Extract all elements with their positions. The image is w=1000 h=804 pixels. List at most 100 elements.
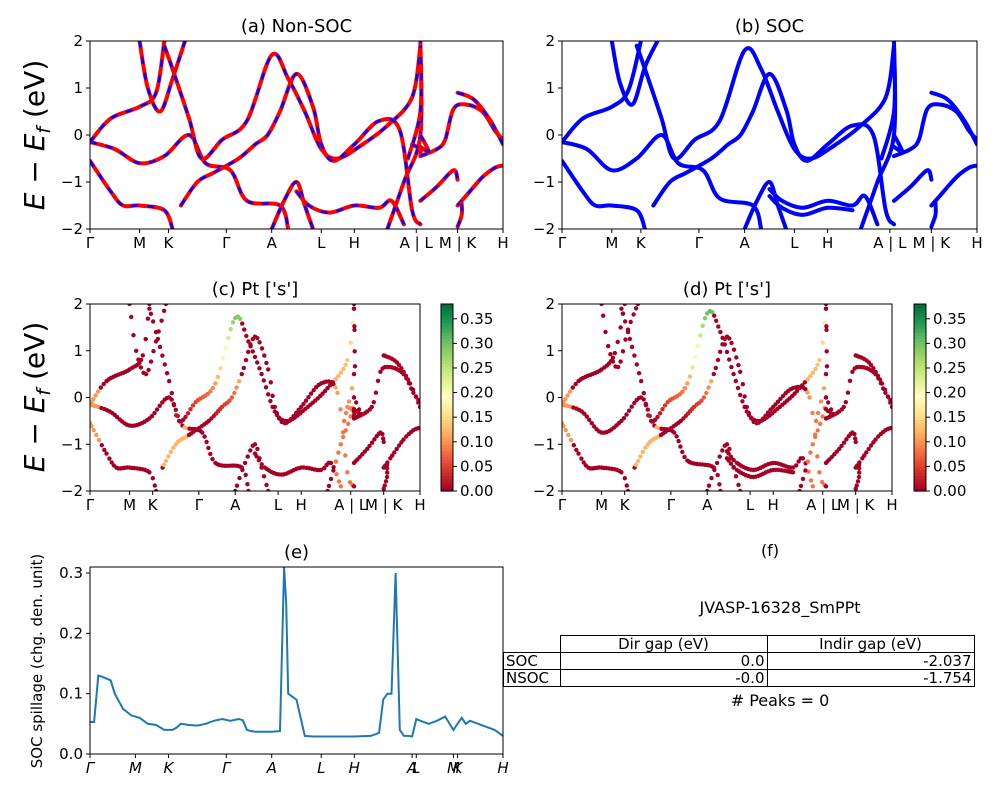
band-point xyxy=(154,407,160,412)
band-point xyxy=(822,320,827,326)
colorbar-segment xyxy=(441,462,453,467)
band-point xyxy=(153,488,159,491)
band-point xyxy=(410,387,416,392)
x-tick-label: Γ xyxy=(222,234,231,252)
band-point xyxy=(143,371,149,377)
colorbar-segment xyxy=(914,353,926,358)
band-point xyxy=(582,411,587,416)
band-point xyxy=(215,374,221,380)
band-point xyxy=(131,333,136,338)
band-point xyxy=(627,336,633,342)
colorbar-segment xyxy=(441,366,453,371)
band-point xyxy=(200,430,205,435)
band-point xyxy=(325,385,330,391)
band-point xyxy=(631,312,636,317)
band-point xyxy=(396,362,402,368)
band-point xyxy=(728,454,734,459)
band-point xyxy=(608,352,613,357)
band-point xyxy=(633,306,639,311)
band-point xyxy=(562,423,566,429)
band-point xyxy=(202,434,207,439)
band-point xyxy=(708,379,714,384)
colorbar-segment xyxy=(441,375,453,380)
y-tick-label: 2 xyxy=(73,32,83,50)
colorbar-segment xyxy=(441,350,453,355)
x-tick-label: K xyxy=(164,759,175,777)
band-line-soc xyxy=(609,41,660,107)
band-point xyxy=(731,371,736,377)
band-line-soc-dashed xyxy=(411,143,423,154)
colorbar-segment xyxy=(441,481,453,486)
band-point xyxy=(151,349,156,354)
band-point xyxy=(322,466,327,471)
band-point xyxy=(136,357,141,362)
band-line-soc-dashed xyxy=(406,45,423,159)
band-point xyxy=(372,437,377,442)
colorbar-segment xyxy=(914,344,926,349)
band-point xyxy=(636,371,642,376)
table-cell: -0.0 xyxy=(559,669,768,687)
x-tick-label: H xyxy=(296,496,307,514)
band-point xyxy=(868,362,874,368)
y-axis-label-part: E xyxy=(18,395,51,413)
table-row: SOC 0.0 -2.037 xyxy=(503,652,975,670)
colorbar-segment xyxy=(441,438,453,442)
band-point xyxy=(622,304,627,307)
colorbar-segment xyxy=(441,456,453,461)
band-point xyxy=(888,400,892,405)
band-point xyxy=(248,342,253,347)
band-point xyxy=(889,404,892,410)
y-tick-label: 1 xyxy=(545,342,555,360)
band-point xyxy=(724,349,730,355)
band-point xyxy=(227,398,232,403)
band-point xyxy=(213,381,218,386)
colorbar-tick-label: 0.05 xyxy=(460,457,493,475)
band-line-soc-dashed xyxy=(295,190,406,225)
y-tick-label: −1 xyxy=(61,173,83,191)
band-line-soc xyxy=(767,194,855,217)
band-point xyxy=(163,458,169,464)
band-point xyxy=(740,399,745,404)
band-point xyxy=(210,456,215,462)
colorbar-tick-label: 0.20 xyxy=(933,384,966,402)
band-point xyxy=(573,381,578,387)
band-point xyxy=(680,389,685,394)
x-tick-label: A xyxy=(267,234,278,252)
band-point xyxy=(240,321,245,326)
table-cell: 0.0 xyxy=(559,652,768,670)
y-axis-label-part: E xyxy=(18,454,51,472)
band-point xyxy=(96,437,102,443)
band-point xyxy=(162,362,167,367)
colorbar-segment xyxy=(441,478,453,483)
colorbar-segment xyxy=(441,391,453,395)
colorbar-segment xyxy=(914,425,926,430)
band-point xyxy=(800,476,806,482)
band-point xyxy=(763,413,768,418)
band-point xyxy=(632,353,637,358)
band-point xyxy=(815,410,821,416)
x-tick-label: Γ xyxy=(195,496,204,514)
colorbar-segment xyxy=(914,413,926,417)
band-point xyxy=(563,397,568,402)
band-point xyxy=(334,472,339,477)
band-point xyxy=(333,377,338,382)
band-point xyxy=(687,374,693,379)
colorbar-segment xyxy=(441,338,453,342)
band-point xyxy=(336,479,342,484)
x-tick-label: H xyxy=(497,759,508,777)
band-point xyxy=(333,385,338,390)
band-point xyxy=(790,470,796,475)
colorbar-segment xyxy=(914,369,926,374)
y-tick-label: 1 xyxy=(73,342,83,360)
band-point xyxy=(134,348,139,353)
band-point xyxy=(778,396,783,401)
band-point xyxy=(820,414,825,419)
band-point xyxy=(255,446,260,452)
band-point xyxy=(343,428,348,433)
y-axis-label-part: − xyxy=(18,413,51,454)
band-point xyxy=(338,407,343,412)
band-point xyxy=(385,470,390,475)
colorbar-segment xyxy=(914,419,926,424)
band-point xyxy=(823,371,829,377)
band-point xyxy=(155,336,161,342)
